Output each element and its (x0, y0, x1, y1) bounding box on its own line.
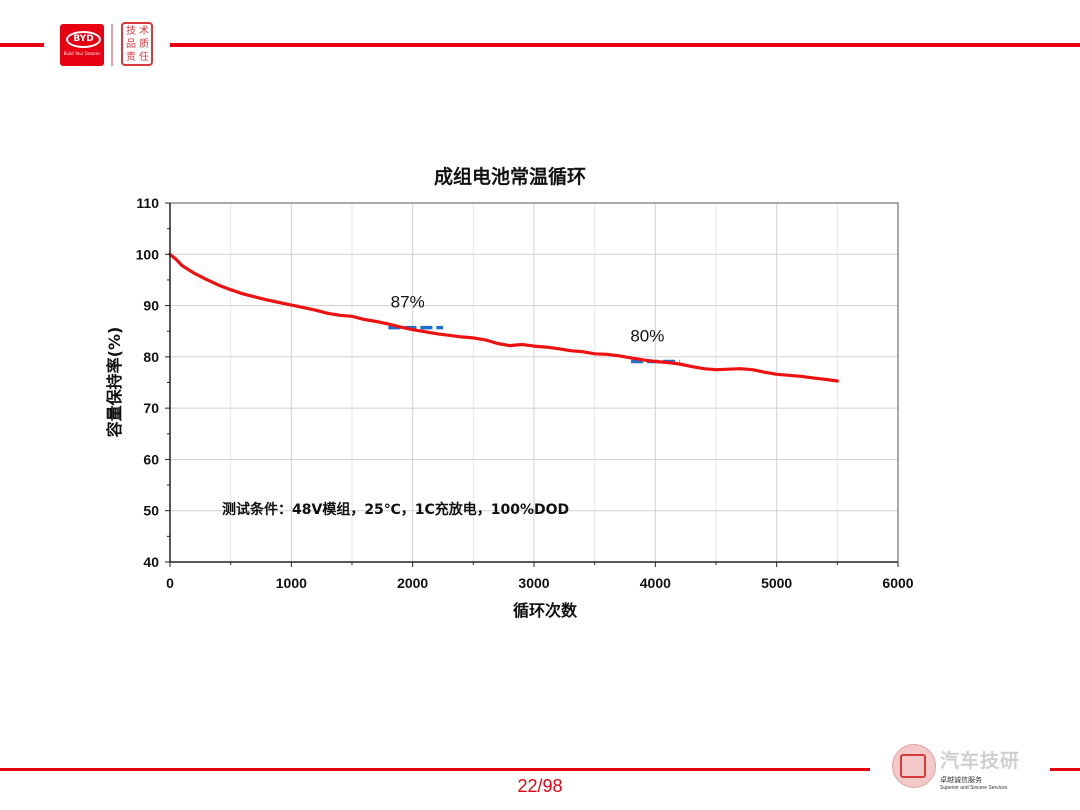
header-rule-left (0, 43, 44, 47)
x-tick-label: 4000 (640, 575, 671, 591)
x-tick-label: 1000 (276, 575, 307, 591)
seal-char: 任 (139, 52, 149, 63)
seal-stamp: 技 术 品 质 责 任 (121, 22, 153, 66)
x-tick-label: 2000 (397, 575, 428, 591)
footer-rule-right (1050, 768, 1080, 771)
reference-label: 87% (391, 293, 425, 312)
byd-logo-mark: BYD (66, 31, 101, 48)
series-group (168, 252, 839, 383)
axes: 0 1000 2000 3000 4000 5000 6000 40 50 60 70 80 90 100… (136, 195, 914, 591)
x-tick-label: 6000 (882, 575, 913, 591)
byd-logo: BYD Build Your Dreams (60, 24, 104, 66)
test-condition-annotation: 测试条件：48V模组，25℃，1C充放电，100%DOD (222, 501, 569, 518)
logo-divider (111, 24, 113, 66)
y-axis-label: 容量保持率(%) (105, 327, 124, 439)
y-tick-label: 60 (143, 451, 159, 467)
footer-rule-left (0, 768, 870, 771)
y-tick-label: 80 (143, 349, 159, 365)
x-tick-label: 3000 (518, 575, 549, 591)
header-rule-right (170, 43, 1080, 47)
watermark-line-1: 卓越诚信服务 (940, 776, 982, 784)
seal-icon (900, 754, 926, 778)
seal-char: 术 (139, 26, 149, 37)
byd-logo-subtitle: Build Your Dreams (63, 51, 101, 56)
y-tick-label: 70 (143, 400, 159, 416)
series-line (168, 252, 839, 383)
y-tick-label: 40 (143, 554, 159, 570)
seal-char: 技 (126, 26, 136, 37)
reference-label: 80% (630, 326, 664, 345)
x-tick-label: 5000 (761, 575, 792, 591)
watermark-line-2: Superior and Sincere Services (940, 785, 1008, 791)
y-tick-label: 90 (143, 298, 159, 314)
x-tick-label: 0 (166, 575, 174, 591)
watermark-title: 汽车技研 (940, 750, 1021, 772)
x-axis-label: 循环次数 (513, 601, 578, 620)
seal-char: 品 (126, 39, 136, 50)
y-tick-label: 100 (136, 246, 160, 262)
chart-title: 成组电池常温循环 (434, 165, 586, 188)
seal-char: 责 (126, 52, 136, 63)
y-tick-label: 110 (136, 195, 159, 211)
wechat-watermark-icon (892, 744, 936, 788)
y-tick-label: 50 (143, 503, 159, 519)
seal-char: 质 (139, 39, 149, 50)
page-number: 22/98 (517, 776, 563, 796)
